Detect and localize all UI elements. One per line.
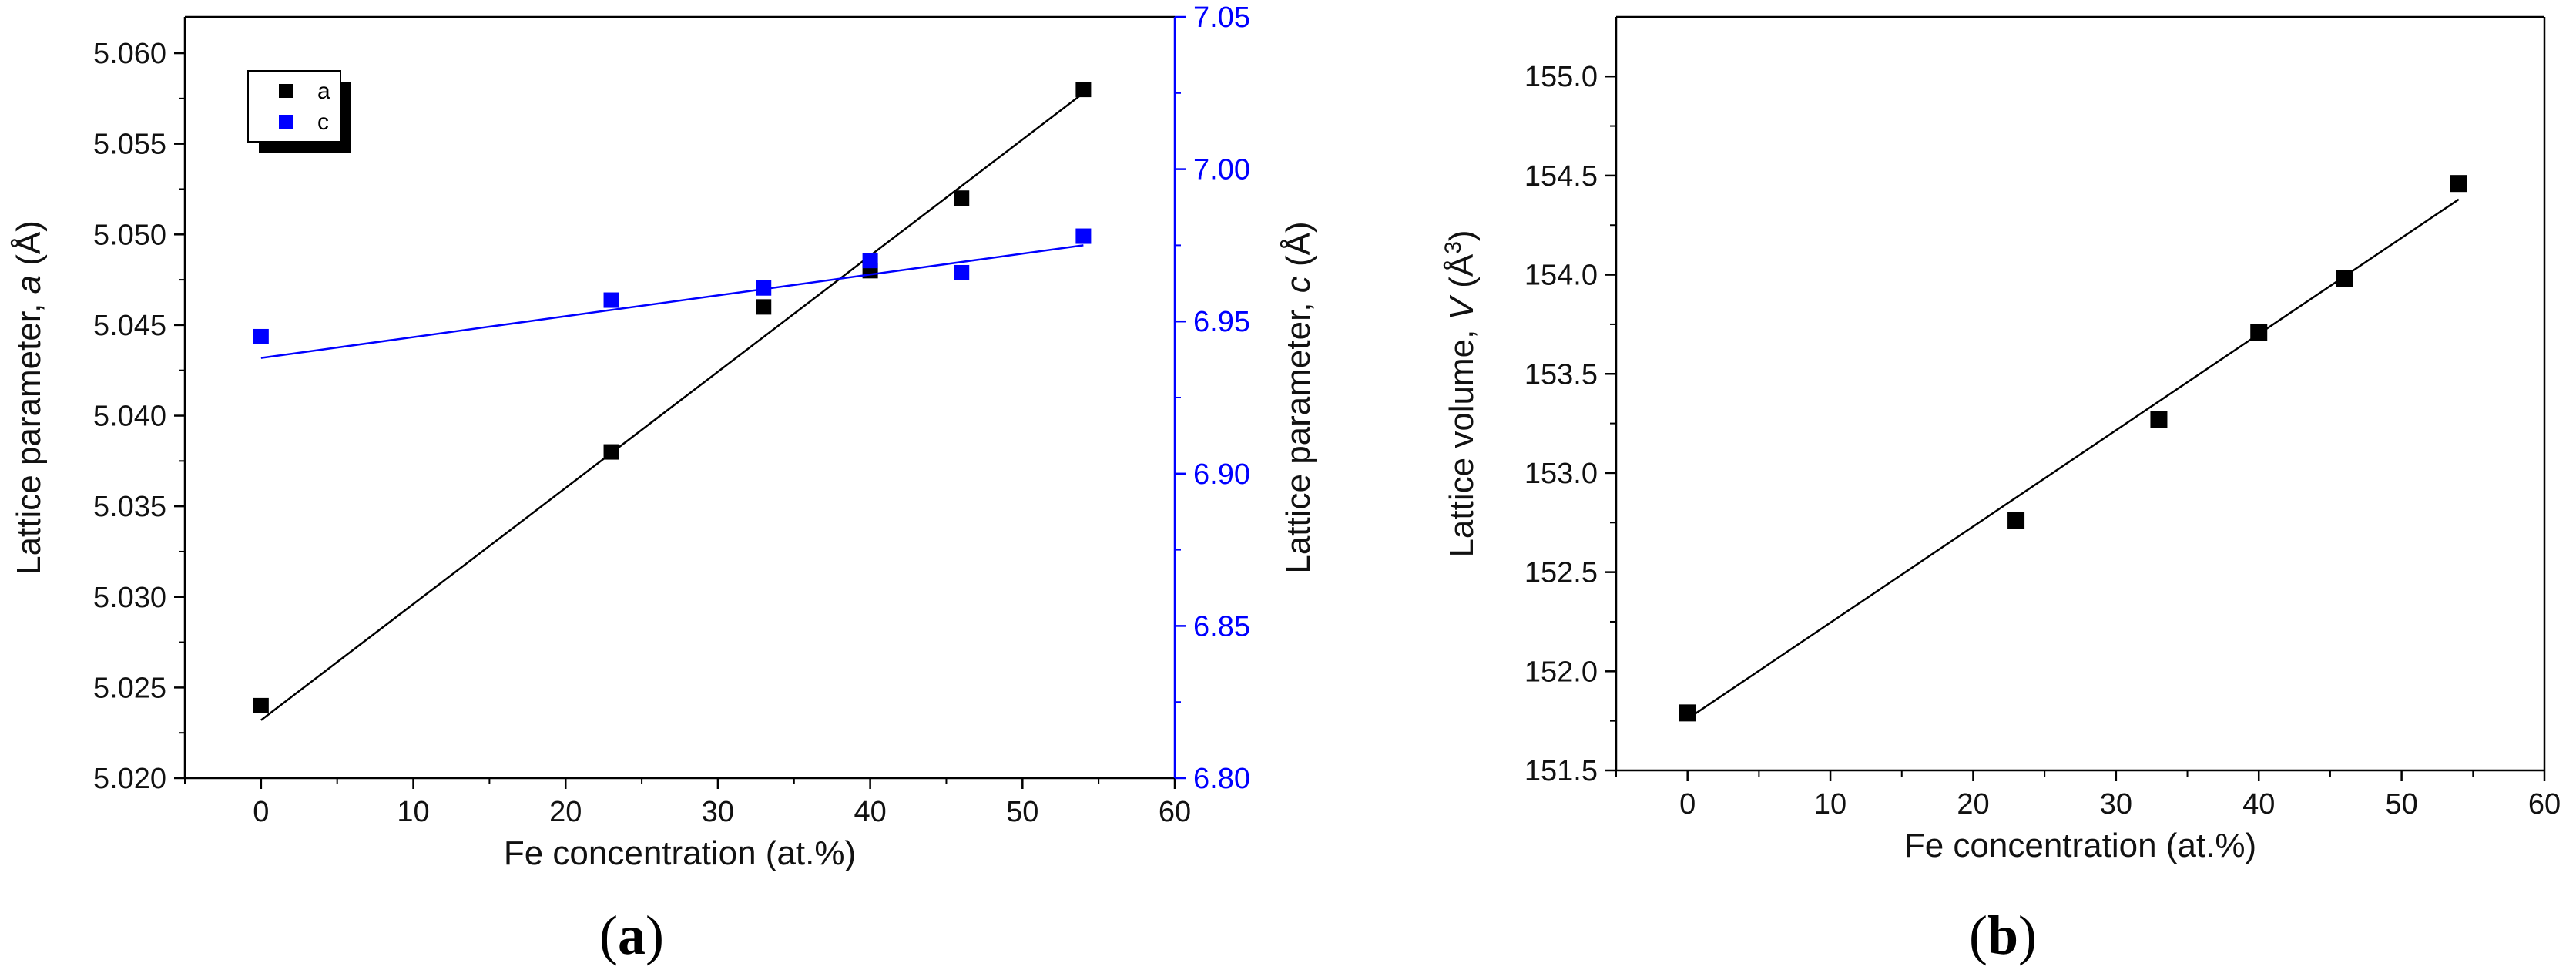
panel-b-y-axis-title: Lattice volume, V (Å3) [1441,230,1481,557]
panel-b-point [2450,175,2467,193]
panel-a-right-y-tick-label: 6.95 [1193,306,1250,338]
panel-a-left-y-tick-label: 5.030 [93,582,166,614]
panel-a-point-c [756,280,772,296]
panel-a-right-y-tick-label: 6.80 [1193,763,1250,795]
panel-b-y-tick-label: 154.0 [1524,260,1598,292]
panel-b-x-tick-label: 50 [2385,788,2417,821]
panel-b-y-tick-label: 155.0 [1524,61,1598,93]
panel-a-point-c [603,292,619,308]
panel-a-chart: 0 10 20 30 40 50 60 5.020 5.025 5.030 5.035 5.040 5.… [10,2,1317,872]
panel-b-y-tick-label: 153.5 [1524,358,1598,391]
panel-a-point-c [1075,228,1092,244]
panel-b-x-tick-label: 20 [1957,788,1989,821]
panel-b-x-tick-label: 40 [2242,788,2275,821]
panel-a-legend-label-c: c [317,109,329,135]
panel-b-chart: 0 10 20 30 40 50 60 151.5 152.0 152.5 153.0 153.5 15… [1441,15,2561,864]
panel-b-x-tick-label: 0 [1679,788,1696,821]
panel-b-x-axis-title: Fe concentration (at.%) [1904,827,2256,864]
panel-a-left-y-tick-label: 5.025 [93,672,166,704]
panel-a-point-c [253,328,269,344]
panel-a-x-tick-label: 10 [397,796,429,828]
panel-a-right-y-axis-title: Lattice parameter, c (Å) [1280,221,1317,573]
panel-a-x-tick-label: 50 [1006,796,1038,828]
panel-a-right-y-tick-label: 7.05 [1193,2,1250,34]
panel-b-x-tick-label: 60 [2528,788,2561,821]
panel-a-right-y-tick-label: 7.00 [1193,154,1250,186]
panel-a-legend-label-a: a [317,79,330,104]
panel-a-left-y-tick-label: 5.055 [93,129,166,161]
panel-a-left-y-tick-label: 5.020 [93,763,166,795]
panel-a-point-a [603,444,619,460]
panel-a-right-y-tick-label: 6.85 [1193,610,1250,643]
panel-b-point [1679,704,1696,722]
panel-a-point-a [253,697,269,713]
panel-a-x-tick-label: 0 [253,796,269,828]
panel-a-left-y-axis-title: Lattice parameter, a (Å) [10,220,48,575]
panel-b-y-tick-label: 154.5 [1524,160,1598,193]
panel-b-point [2336,270,2353,287]
panel-b-y-tick-label: 152.5 [1524,557,1598,589]
panel-a-x-tick-label: 20 [549,796,582,828]
panel-a-point-a [954,190,970,206]
panel-a-left-y-tick-label: 5.035 [93,491,166,523]
panel-a-left-y-tick-label: 5.050 [93,219,166,251]
panel-a-left-y-tick-label: 5.060 [93,38,166,70]
panel-b-fit-line [1686,198,2460,720]
panel-a-point-a [1075,82,1092,98]
panel-a-point-a [756,299,772,315]
panel-b-x-tick-label: 30 [2100,788,2132,821]
panel-a-right-y-tick-label: 6.90 [1193,458,1250,491]
panel-a-legend-marker-a [279,84,293,98]
panel-b-point [2150,411,2168,428]
panel-a-x-tick-label: 60 [1159,796,1191,828]
panel-a-x-tick-label: 40 [854,796,886,828]
panel-b-x-tick-label: 10 [1814,788,1846,821]
panel-b-y-tick-label: 153.0 [1524,458,1598,490]
panel-b-point [2250,324,2268,341]
panel-a-caption: (a) [599,904,664,966]
panel-a-point-c [954,264,970,280]
panel-a-fit-line-c [260,244,1084,359]
panel-b-point [2007,512,2025,529]
panel-a-fit-line-a [260,92,1085,721]
panel-a-point-c [862,253,878,269]
panel-a-x-axis-title: Fe concentration (at.%) [504,834,856,872]
panel-a-left-y-tick-label: 5.045 [93,310,166,342]
panel-b-y-tick-label: 152.0 [1524,656,1598,688]
panel-a-x-tick-label: 30 [702,796,734,828]
panel-a-legend-marker-c [279,115,293,129]
panel-b-caption: (b) [1969,904,2037,966]
panel-a-left-y-tick-label: 5.040 [93,401,166,433]
panel-b-y-tick-label: 151.5 [1524,755,1598,787]
panel-a-legend-box [247,70,341,143]
